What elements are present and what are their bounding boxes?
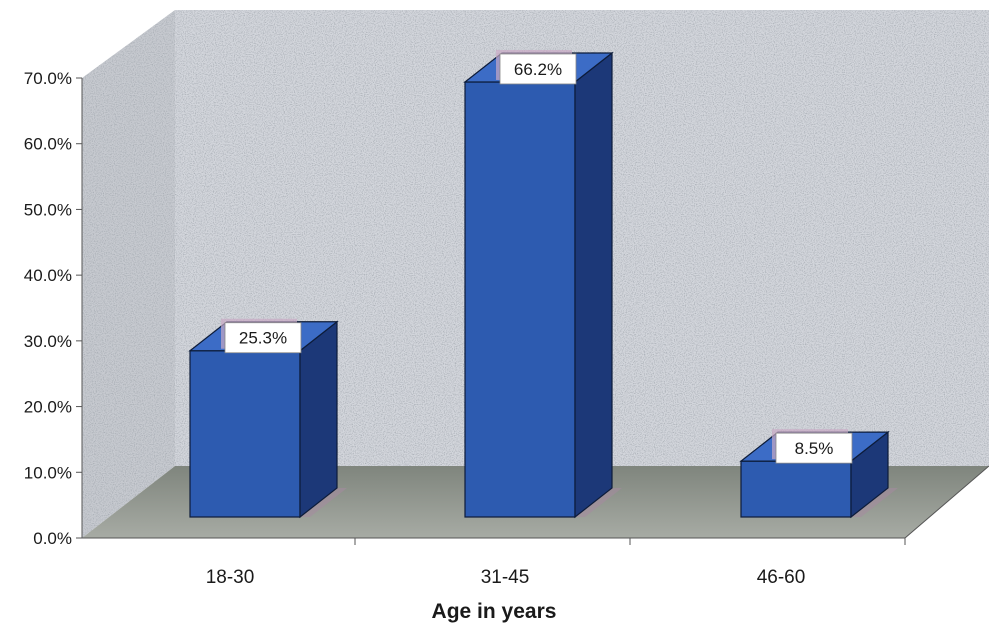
data-labels: 25.3% 66.2% 8.5% — [221, 49, 853, 464]
bar-shadow — [300, 488, 347, 517]
x-category-label: 18-30 — [206, 567, 255, 588]
x-category-label: 46-60 — [757, 567, 806, 588]
x-category-label: 31-45 — [481, 567, 530, 588]
data-label-text: 25.3% — [239, 329, 287, 348]
bar-shadow — [575, 488, 622, 517]
floor-right-edge — [904, 465, 989, 539]
y-tick-label: 70.0% — [24, 69, 72, 88]
bar-front-face — [189, 350, 301, 518]
x-axis-title: Age in years — [432, 600, 557, 623]
y-axis-ticks: 0.0% 10.0% 20.0% 30.0% 40.0% 50.0% 60.0% 70.0% — [24, 69, 82, 548]
bar-shadow — [851, 488, 898, 517]
data-label-box — [775, 432, 853, 464]
data-label-text: 8.5% — [795, 439, 834, 458]
y-tick-label: 60.0% — [24, 135, 72, 154]
bar-31-45 — [463, 51, 622, 519]
data-label: 66.2% — [496, 49, 577, 85]
data-label-box — [499, 53, 577, 85]
y-tick-label: 0.0% — [33, 529, 72, 548]
data-label: 8.5% — [772, 429, 853, 464]
bar-front-face — [464, 81, 576, 518]
y-tick-label: 40.0% — [24, 266, 72, 285]
bar-front-face — [740, 460, 852, 518]
x-axis-category-labels: 18-30 31-45 46-60 — [206, 538, 906, 588]
bar-side-face — [299, 320, 338, 519]
y-tick-label: 10.0% — [24, 463, 72, 482]
y-tick-label: 50.0% — [24, 200, 72, 219]
y-tick-label: 20.0% — [24, 398, 72, 417]
data-label: 25.3% — [221, 318, 302, 354]
chart-left-wall — [82, 10, 175, 538]
y-tick-label: 30.0% — [24, 332, 72, 351]
bar-side-face — [574, 51, 613, 519]
data-label-box — [224, 322, 302, 354]
data-label-text: 66.2% — [514, 60, 562, 79]
